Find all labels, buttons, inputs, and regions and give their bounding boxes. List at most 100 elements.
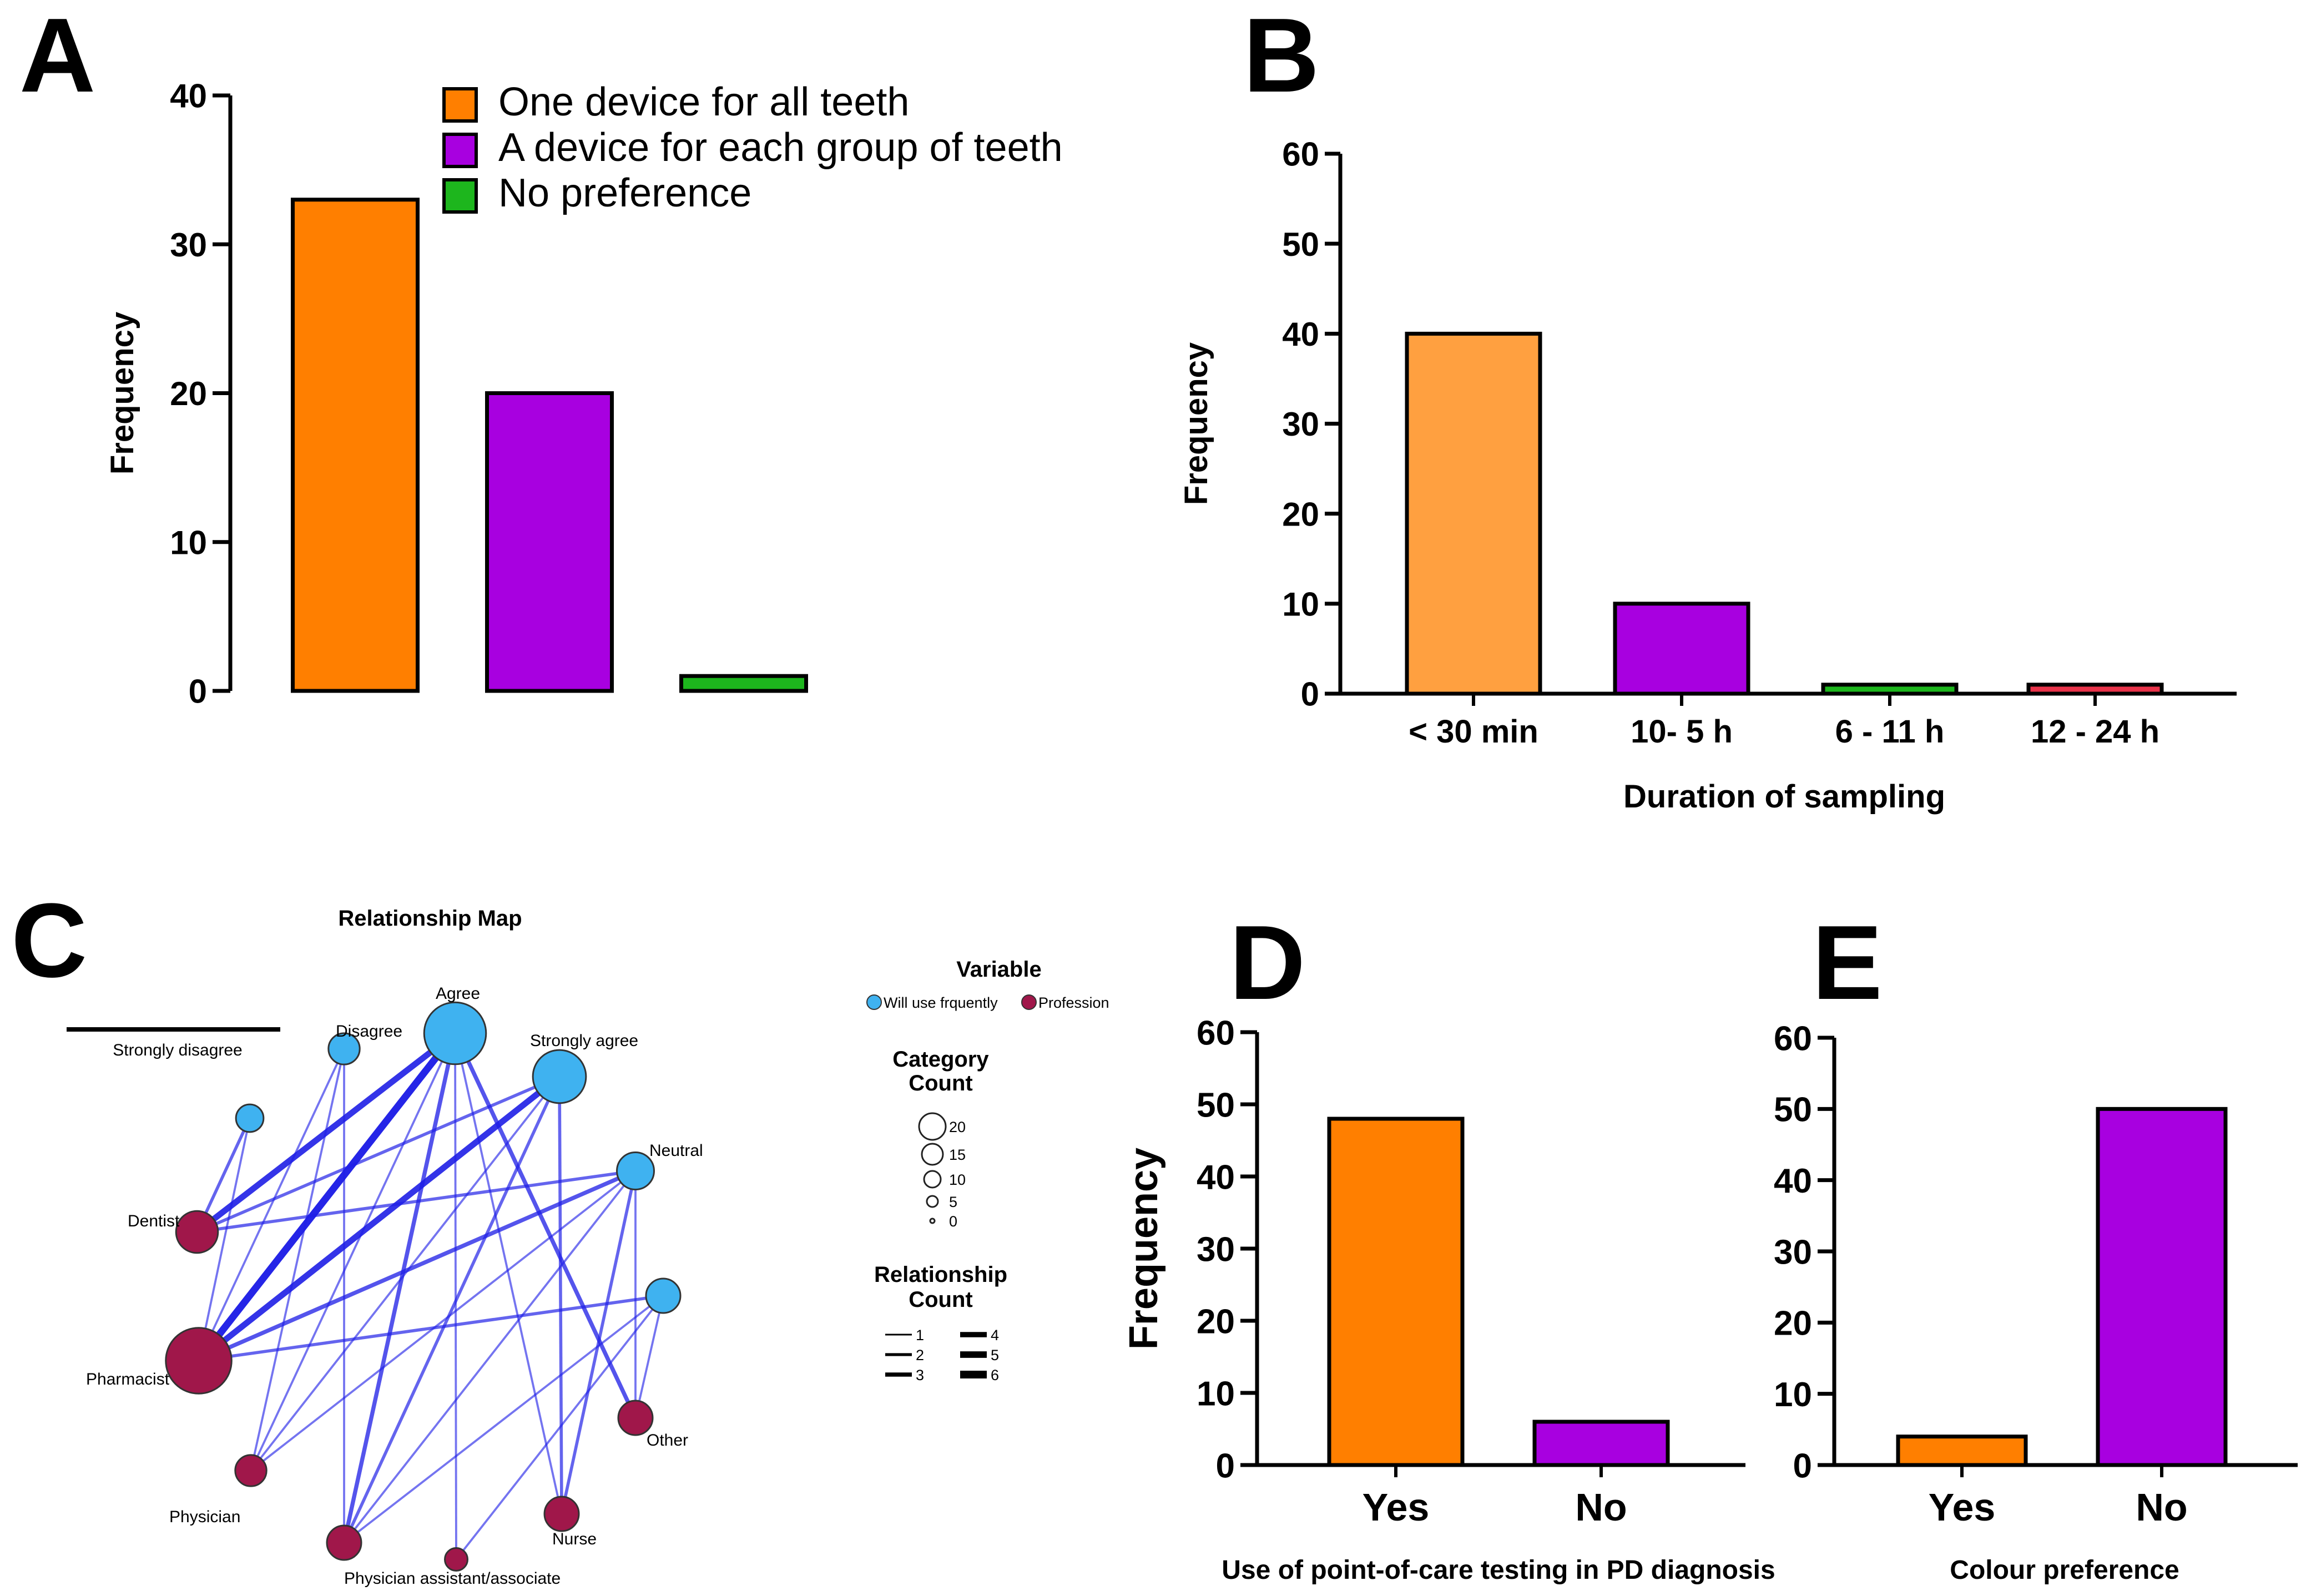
y-tick-label-b-10: 10	[1282, 585, 1319, 623]
network-node-unlabeled-b	[645, 1277, 682, 1314]
legend-will-use-dot	[866, 994, 882, 1010]
y-tick-label-e-0: 0	[1793, 1447, 1812, 1485]
category-legend-label-20: 20	[949, 1119, 966, 1135]
legend-label-one-device: One device for all teeth	[498, 80, 909, 124]
bar-e-0	[1896, 1435, 2028, 1467]
y-tick-label-a-10: 10	[170, 524, 207, 561]
network-label-strongly-disagree: Strongly disagree	[113, 1041, 242, 1059]
network-edges	[195, 1031, 664, 1560]
bar-d-0	[1327, 1117, 1465, 1467]
network-node-other	[617, 1400, 654, 1436]
x-axis-label-d: Use of point-of-care testing in PD diagn…	[1222, 1555, 1775, 1585]
bar-b-0	[1405, 331, 1542, 696]
y-tick-label-b-60: 60	[1282, 136, 1319, 173]
panel-letter-b: B	[1243, 0, 1319, 114]
y-tick-label-d-20: 20	[1197, 1302, 1235, 1341]
x-axis-label-b: Duration of sampling	[1623, 779, 1945, 815]
network-label-dentist: Dentist	[128, 1212, 180, 1230]
y-axis-label-d: Frequency	[1122, 1148, 1166, 1350]
network-edge-5	[196, 1169, 636, 1234]
category-legend-circle-5	[926, 1195, 939, 1208]
category-legend-label-0: 0	[949, 1213, 957, 1230]
y-tick-label-d-10: 10	[1197, 1375, 1235, 1413]
bar-a-0	[291, 198, 420, 693]
category-legend-label-15: 15	[949, 1147, 966, 1163]
y-tick-label-a-30: 30	[170, 226, 207, 264]
relationship-legend-label-5: 5	[991, 1347, 999, 1363]
network-node-strongly-agree	[532, 1049, 587, 1104]
legend-profession-label: Profession	[1038, 994, 1109, 1011]
network-nodes: Strongly disagree Disagree Agree Strongly a…	[67, 984, 703, 1588]
y-tick-label-b-0: 0	[1301, 676, 1319, 713]
category-legend-circle-15	[921, 1143, 944, 1166]
relationship-legend-label-1: 1	[916, 1327, 924, 1344]
network-edge-23	[343, 1295, 664, 1544]
network-label-pharmacist: Pharmacist	[86, 1370, 170, 1388]
legend-relationship-title-2: Count	[909, 1287, 973, 1312]
relationship-legend-label-3: 3	[916, 1367, 924, 1383]
bar-b-3	[2026, 683, 2164, 696]
network-label-pa: Physician assistant/associate	[344, 1569, 561, 1588]
y-tick-label-e-60: 60	[1774, 1019, 1812, 1058]
category-legend-label-10: 10	[949, 1171, 966, 1188]
legend-label-no-preference: No preference	[498, 171, 751, 215]
bar-a-1	[485, 391, 614, 693]
network-edge-3	[196, 1075, 561, 1234]
network-edge-16	[198, 1048, 345, 1361]
network-edge-20	[560, 1170, 637, 1514]
network-label-other: Other	[647, 1431, 688, 1449]
network-node-neutral	[616, 1151, 655, 1190]
network-edge-25	[634, 1295, 664, 1418]
network-node-dentist	[175, 1210, 219, 1254]
panel-letter-e: E	[1812, 904, 1883, 1022]
category-legend-circle-0	[929, 1218, 936, 1224]
network-node-unlabeled-a	[235, 1103, 265, 1133]
chart-d: 0 10 20 30 40 50 60 Yes No Frequency Use of point-…	[1122, 1014, 1775, 1585]
chart-e: 0 10 20 30 40 50 60 Yes No Colour preference	[1774, 1019, 2298, 1585]
y-tick-label-e-20: 20	[1774, 1305, 1812, 1343]
chart-b: 0 10 20 30 40 50 60 < 30 min 10- 5 h 6 - 11 h 12 -…	[1178, 136, 2237, 815]
category-legend-circle-10	[923, 1170, 942, 1189]
legend-relationship-title-1: Relationship	[874, 1262, 1007, 1287]
network-edge-11	[454, 1033, 563, 1514]
network-legend: Variable Will use frquently Profession C…	[866, 957, 1109, 1383]
y-tick-label-e-10: 10	[1774, 1376, 1812, 1414]
network-node-nurse	[543, 1496, 580, 1532]
x-tick-label-e-1: No	[2136, 1486, 2187, 1529]
network-node-pa	[326, 1524, 362, 1561]
network-edge-18	[250, 1048, 345, 1471]
y-tick-label-d-30: 30	[1197, 1230, 1235, 1269]
network-edge-1	[195, 1031, 458, 1363]
legend-swatch-each-group	[442, 133, 478, 168]
category-legend-circle-20	[918, 1112, 947, 1141]
network-edge-15	[558, 1076, 563, 1514]
x-tick-label-d-1: No	[1575, 1486, 1627, 1529]
network-edge-22	[250, 1170, 637, 1472]
network-node-pa-small	[444, 1547, 468, 1572]
x-tick-label-b-1: 10- 5 h	[1631, 714, 1733, 750]
network-edge-19	[343, 1170, 637, 1544]
x-tick-label-b-3: 12 - 24 h	[2031, 714, 2159, 750]
y-tick-label-d-60: 60	[1197, 1014, 1235, 1052]
network-node-disagree	[327, 1032, 361, 1065]
y-tick-label-a-40: 40	[170, 78, 207, 115]
panel-letter-a: A	[19, 0, 95, 114]
y-tick-label-b-40: 40	[1282, 316, 1319, 353]
y-tick-label-b-20: 20	[1282, 496, 1319, 533]
y-tick-label-a-20: 20	[170, 375, 207, 412]
network-label-neutral: Neutral	[649, 1142, 703, 1160]
legend-a: One device for all teeth A device for ea…	[442, 80, 1063, 215]
network-edge-26	[454, 1033, 457, 1560]
bar-a-2	[679, 674, 808, 693]
network-edge-9	[342, 1033, 457, 1543]
y-tick-label-e-50: 50	[1774, 1091, 1812, 1129]
network-node-pharmacist	[165, 1327, 233, 1395]
relationship-count-legend: 1 2 3 4 5 6	[885, 1327, 999, 1383]
relationship-map-title: Relationship Map	[338, 906, 522, 931]
y-tick-label-d-40: 40	[1197, 1158, 1235, 1196]
network-label-physician: Physician	[169, 1508, 240, 1526]
network-edge-4	[198, 1169, 637, 1363]
category-legend-label-5: 5	[949, 1194, 957, 1210]
x-tick-label-d-0: Yes	[1363, 1486, 1430, 1529]
bar-e-1	[2096, 1107, 2228, 1467]
